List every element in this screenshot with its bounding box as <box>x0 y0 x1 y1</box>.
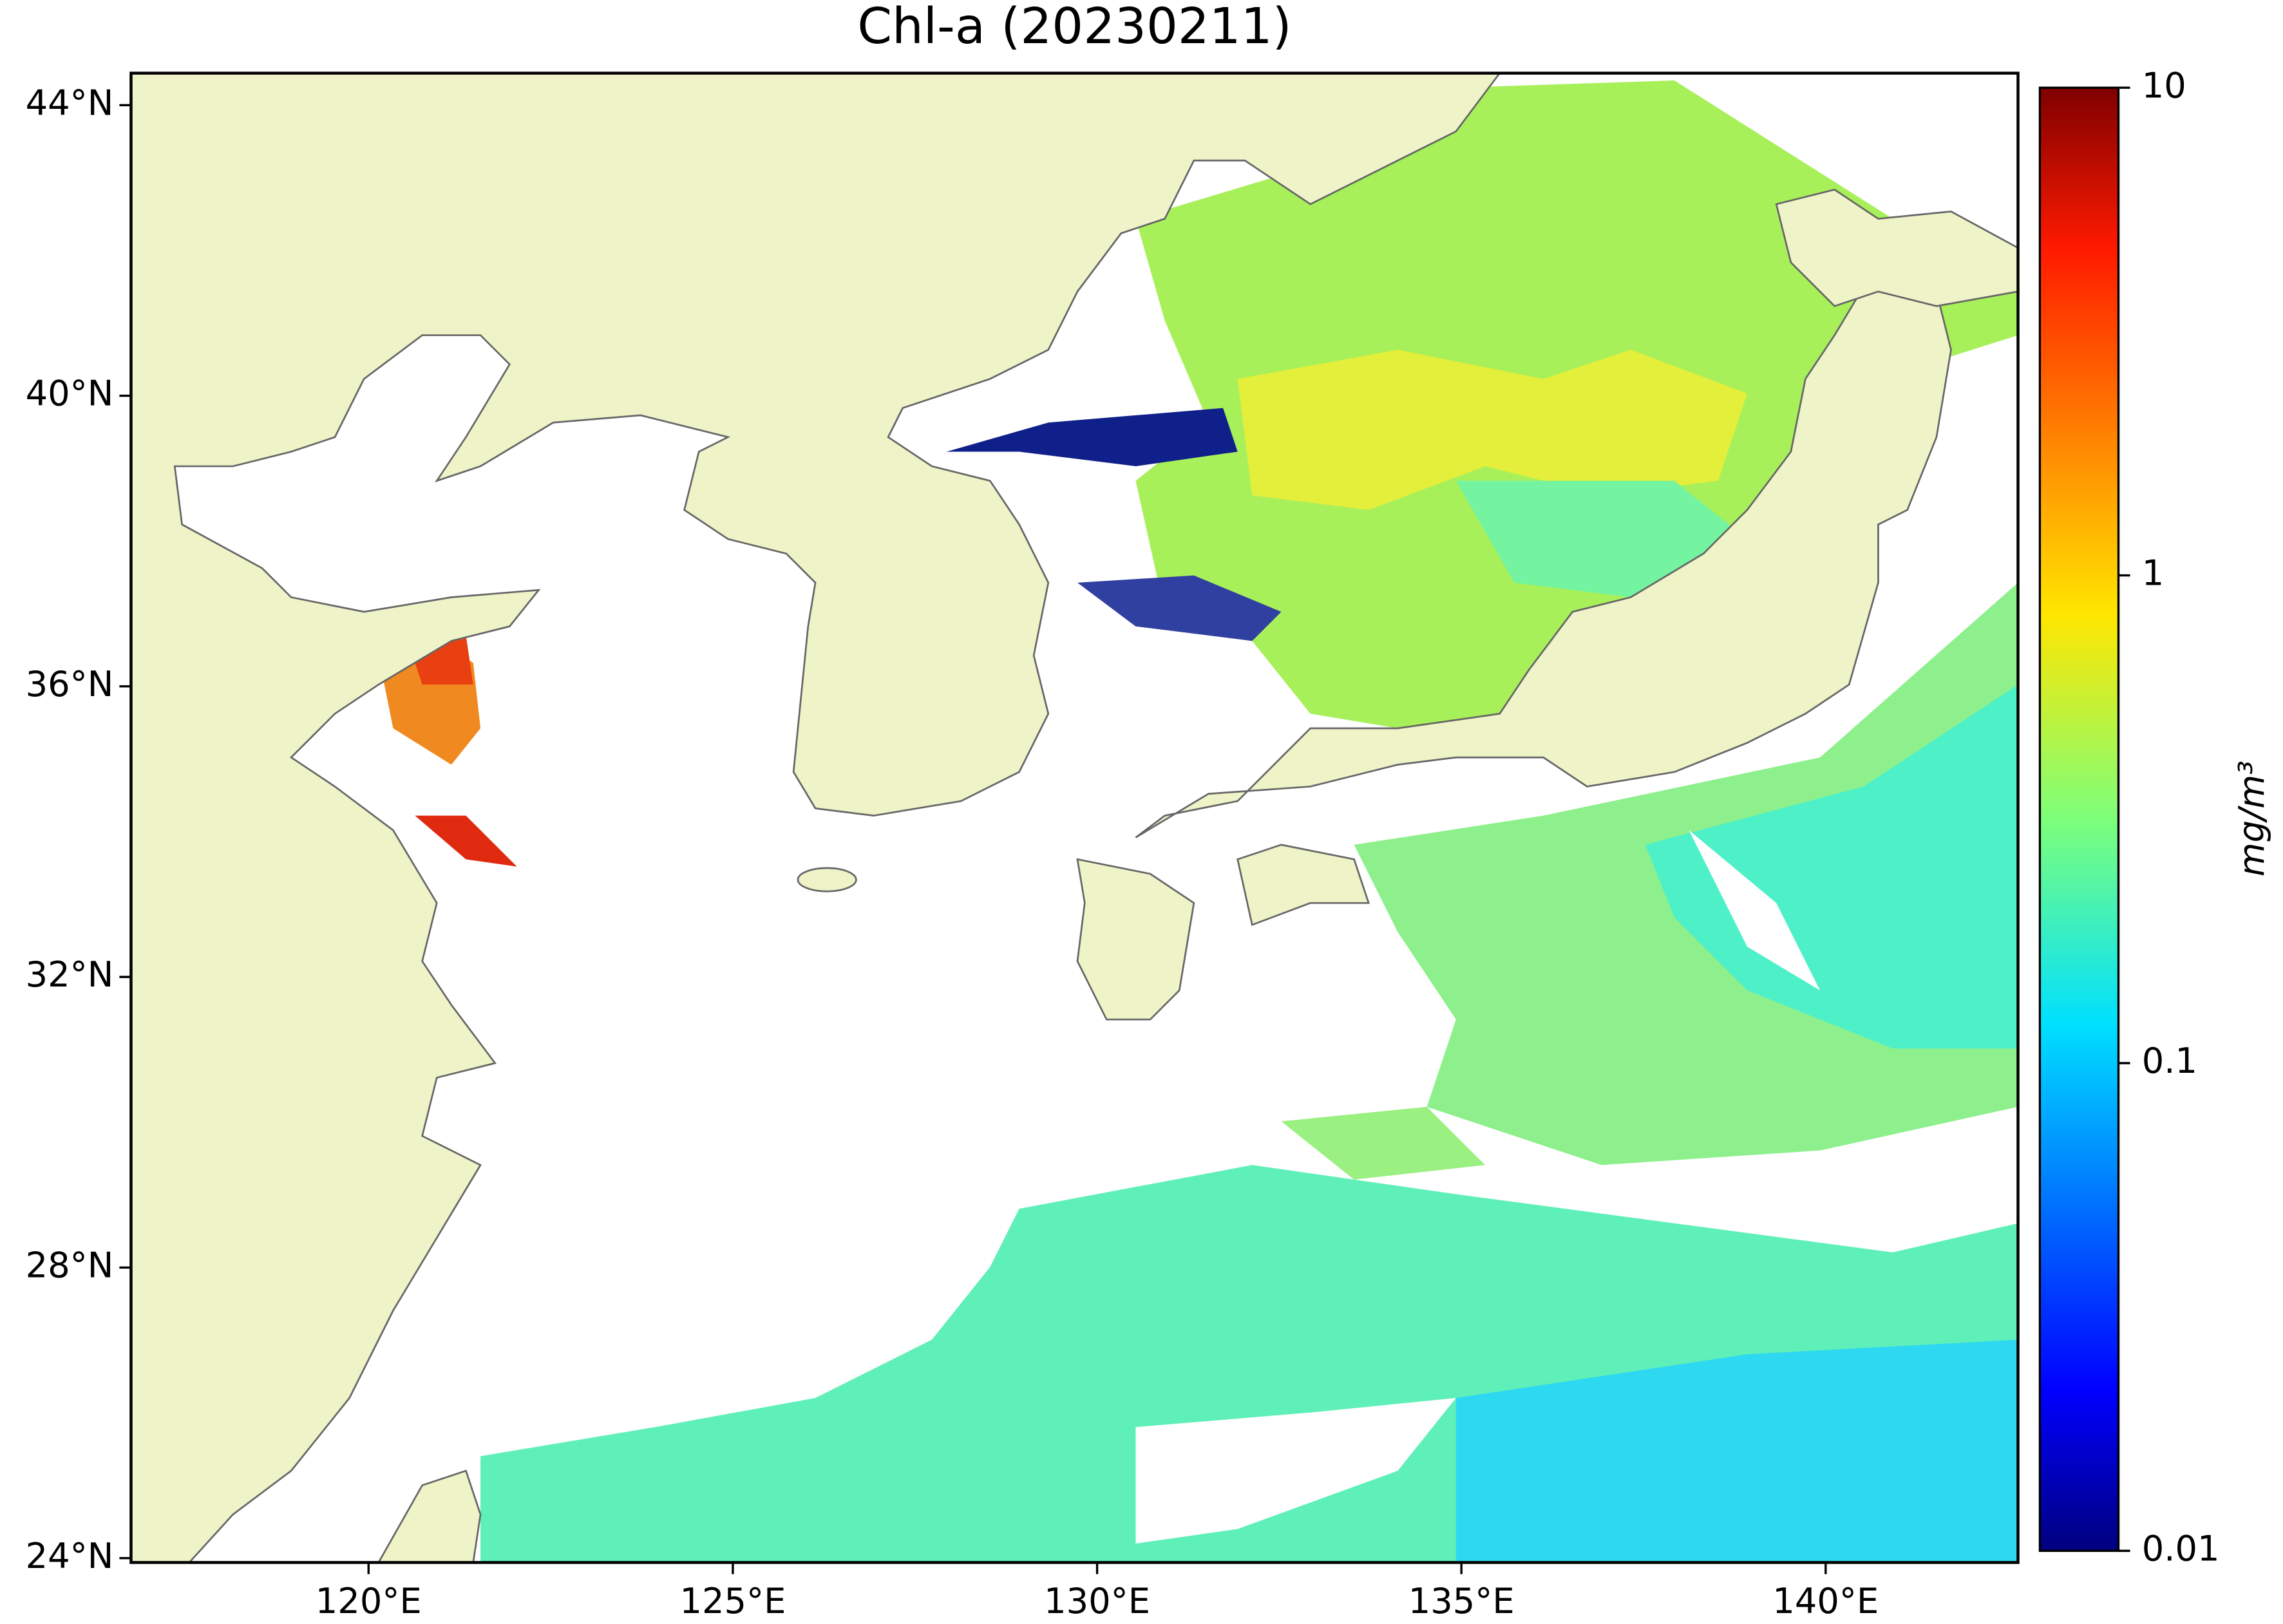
y-tick-label: 44°N <box>26 82 114 123</box>
chlorophyll-patch <box>1281 1106 1486 1180</box>
land <box>1236 844 1370 927</box>
land <box>1775 189 2018 307</box>
x-tick-label: 130°E <box>1044 1581 1150 1621</box>
x-tick-label: 140°E <box>1772 1581 1879 1621</box>
chlorophyll-patch <box>1077 575 1282 641</box>
chlorophyll-patch <box>1455 480 1748 598</box>
y-tick-label: 24°N <box>26 1536 114 1576</box>
land <box>131 73 1501 1563</box>
chlorophyll-patch <box>1455 1339 2018 1563</box>
chart-title: Chl-a (20230211) <box>857 0 1291 55</box>
y-tick-label: 40°N <box>26 373 114 414</box>
colorbar-tick-label: 0.1 <box>2142 1041 2197 1081</box>
colorbar <box>2038 86 2120 1553</box>
y-tick-label: 28°N <box>26 1245 114 1286</box>
colorbar-label: mg/m³ <box>2231 760 2272 876</box>
y-tick-label: 32°N <box>26 954 114 995</box>
x-tick-label: 135°E <box>1408 1581 1515 1621</box>
chlorophyll-patch <box>946 408 1238 467</box>
y-tick-label: 36°N <box>26 664 114 704</box>
cloud-gap <box>1135 1397 1456 1544</box>
x-tick-label: 120°E <box>316 1581 422 1621</box>
colorbar-tick-label: 10 <box>2142 65 2186 106</box>
map-area <box>131 73 2018 1563</box>
land <box>797 867 857 892</box>
chlorophyll-patch <box>1237 350 1748 510</box>
chlorophyll-patch <box>1645 685 2018 1049</box>
land <box>377 1469 482 1563</box>
x-tick-label: 125°E <box>679 1581 786 1621</box>
land <box>1076 858 1195 1021</box>
chlorophyll-patch <box>415 815 517 867</box>
colorbar-tick-label: 1 <box>2142 553 2165 594</box>
cloud-gap <box>1689 830 1821 990</box>
map-frame <box>129 71 2020 1564</box>
colorbar-tick-label: 0.01 <box>2142 1529 2220 1569</box>
